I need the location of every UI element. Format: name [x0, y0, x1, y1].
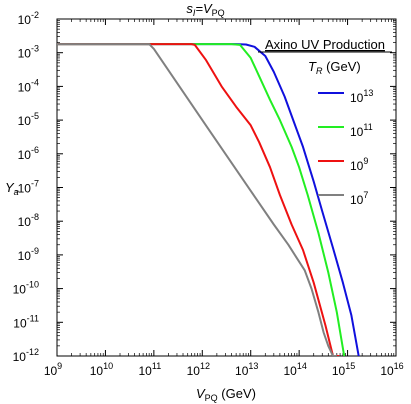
x-tick-label-exp: 11 [152, 361, 161, 371]
x-tick-label: 1016 [380, 361, 403, 378]
y-tick-label: 10-2 [18, 10, 39, 27]
series-line-9 [57, 43, 340, 356]
x-tick-label-exp: 12 [200, 361, 210, 371]
legend-label-base: 10 [350, 91, 364, 105]
y-tick-label: 10-9 [18, 246, 39, 263]
x-tick-label: 1011 [139, 361, 162, 378]
x-tick-label-exp: 10 [103, 361, 113, 371]
y-axis-label-main: Y [5, 180, 15, 195]
legend-subheading: TR (GeV) [308, 59, 361, 76]
y-axis-label-tilde: ~ [14, 186, 19, 196]
y-tick-label-exp: -4 [31, 77, 39, 87]
series-layer [57, 43, 360, 356]
legend-subheading-unit: (GeV) [322, 59, 360, 74]
x-tick-label-exp: 14 [297, 361, 307, 371]
y-tick-label: 10-4 [18, 77, 39, 94]
y-tick-label-exp: -12 [26, 347, 39, 357]
legend-label-exp: 11 [363, 122, 372, 132]
y-tick-label: 10-3 [18, 44, 39, 61]
x-tick-label: 1013 [235, 361, 258, 378]
y-tick-label-base: 10 [18, 148, 32, 162]
y-tick-label-base: 10 [13, 350, 27, 364]
x-tick-label: 1012 [187, 361, 210, 378]
y-tick-label: 10-5 [18, 111, 39, 128]
y-tick-label-base: 10 [18, 215, 32, 229]
y-tick-label-base: 10 [18, 13, 32, 27]
y-axis-label: Ya [5, 180, 19, 197]
x-tick-label-base: 10 [380, 364, 394, 378]
ticks-layer: 109 1010 1011 1012 1013 1014 1015 101610-1210-1… [13, 10, 404, 378]
y-tick-label-exp: -2 [31, 10, 39, 20]
legend-label-base: 10 [350, 159, 364, 173]
y-tick-label-exp: -10 [26, 280, 39, 290]
y-tick-label: 10-12 [13, 347, 39, 364]
x-tick-label: 1015 [332, 361, 355, 378]
x-tick-label-base: 10 [44, 364, 58, 378]
y-tick-label-exp: -5 [31, 111, 39, 121]
legend-label-exp: 13 [363, 88, 373, 98]
legend-subheading-main: T [308, 59, 317, 74]
title-eq-sub: PQ [212, 8, 225, 18]
y-tick-label-exp: -7 [31, 179, 39, 189]
y-tick-label-base: 10 [13, 283, 27, 297]
x-tick-label: 109 [44, 361, 62, 378]
y-tick-label: 10-7 [18, 179, 39, 196]
x-tick-label-exp: 13 [248, 361, 258, 371]
y-tick-label-base: 10 [18, 249, 32, 263]
x-tick-label-base: 10 [283, 364, 297, 378]
legend-label-base: 10 [350, 193, 364, 207]
series-line-11 [57, 43, 346, 356]
y-tick-label-exp: -9 [31, 246, 39, 256]
legend-label-13: 1013 [350, 88, 373, 105]
y-tick-label: 10-8 [18, 212, 39, 229]
y-tick-label-base: 10 [18, 182, 32, 196]
x-tick-label-exp: 16 [394, 361, 404, 371]
x-tick-label-base: 10 [90, 364, 104, 378]
y-axis-label-sub: a [14, 187, 19, 197]
chart-title: sI=VPQ [186, 1, 224, 18]
y-tick-label-base: 10 [18, 80, 32, 94]
x-axis-label: VPQ (GeV) [196, 386, 256, 403]
x-tick-label: 1014 [283, 361, 306, 378]
legend-label-11: 1011 [350, 122, 373, 139]
series-line-7 [57, 43, 338, 356]
x-tick-label-base: 10 [332, 364, 346, 378]
legend-label-9: 109 [350, 156, 368, 173]
title-main-sub: I [193, 8, 196, 18]
y-tick-label: 10-10 [13, 280, 39, 297]
x-tick-label-exp: 9 [57, 361, 62, 371]
x-axis-label-unit: (GeV) [218, 386, 256, 401]
title-eq: =V [195, 1, 213, 16]
legend-label-7: 107 [350, 190, 368, 207]
legend-heading: Axino UV Production [265, 37, 385, 52]
y-tick-label: 10-6 [18, 145, 39, 162]
x-tick-label-base: 10 [187, 364, 201, 378]
x-tick-label-base: 10 [235, 364, 249, 378]
x-tick-label-base: 10 [139, 364, 153, 378]
y-tick-label-exp: -6 [31, 145, 39, 155]
y-tick-label-exp: -11 [27, 313, 39, 323]
legend-label-exp: 9 [363, 156, 368, 166]
x-tick-label: 1010 [90, 361, 113, 378]
x-axis-label-main: V [196, 386, 206, 401]
x-axis-label-sub: PQ [205, 393, 218, 403]
legend-label-base: 10 [350, 125, 364, 139]
y-tick-label-exp: -8 [31, 212, 39, 222]
y-tick-label-base: 10 [13, 316, 27, 330]
y-tick-label: 10-11 [13, 313, 39, 330]
x-tick-label-exp: 15 [345, 361, 355, 371]
y-tick-label-exp: -3 [31, 44, 39, 54]
legend-label-exp: 7 [363, 190, 368, 200]
y-tick-label-base: 10 [18, 47, 32, 61]
series-line-13 [57, 43, 360, 356]
y-tick-label-base: 10 [18, 114, 32, 128]
legend-subheading-sub: R [316, 66, 323, 76]
title-main: s [186, 1, 193, 16]
